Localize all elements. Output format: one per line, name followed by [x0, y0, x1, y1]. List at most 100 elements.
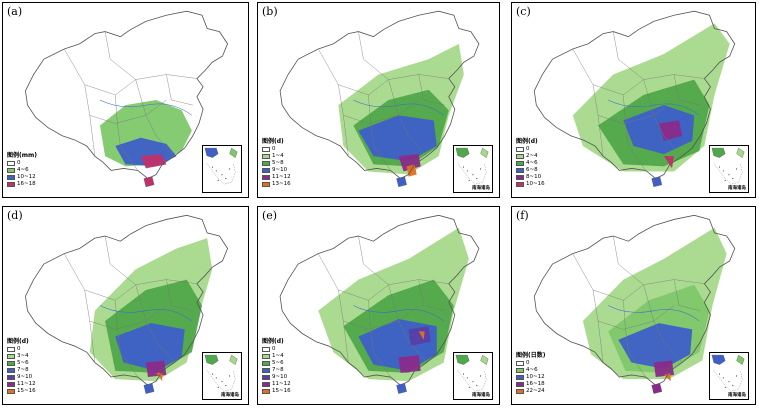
inset-caption: 南海诸岛 — [728, 393, 746, 398]
map-legend: 图例(mm) 0 4~6 10~12 16~18 — [7, 152, 37, 188]
province-border — [572, 253, 705, 301]
legend-title: 图例(日数) — [516, 352, 546, 359]
province-border — [418, 74, 445, 106]
precip-region — [623, 105, 695, 155]
legend-item: 9~10 — [7, 374, 36, 381]
province-border — [653, 115, 683, 157]
legend-swatch — [516, 168, 524, 173]
legend-label: 7~8 — [272, 367, 284, 373]
province-border — [358, 235, 389, 285]
legend-label: 5~6 — [17, 360, 29, 366]
legend-item: 15~16 — [262, 388, 291, 395]
map-legend: 图例(d) 0 1~4 5~6 7~8 9~10 11~12 15~16 — [262, 338, 291, 395]
legend-swatch — [7, 347, 15, 352]
legend-swatch — [7, 182, 15, 187]
river-line — [353, 99, 444, 116]
legend-label: 9~10 — [17, 374, 33, 380]
precip-region — [140, 154, 167, 169]
country-outline — [279, 214, 480, 386]
province-border — [104, 235, 136, 285]
precip-region — [408, 326, 431, 346]
legend-label: 7~8 — [17, 367, 29, 373]
panel-label: (d) — [7, 209, 23, 222]
province-border — [388, 284, 399, 322]
province-border — [338, 84, 419, 124]
island-hainan — [143, 383, 155, 394]
province-border — [673, 74, 701, 106]
legend-item: 1~4 — [262, 153, 291, 160]
legend-label: 1~4 — [272, 153, 284, 159]
legend-item: 5~8 — [262, 160, 291, 167]
map-legend: 图例(d) 0 2~4 4~6 6~8 8~10 10~16 — [516, 138, 545, 188]
river-line — [353, 305, 444, 322]
china-map — [533, 214, 736, 394]
precip-region — [156, 372, 163, 382]
legend-item: 8~10 — [516, 174, 545, 181]
legend-label: 0 — [17, 346, 21, 352]
island-hainan — [396, 176, 407, 188]
legend-item: 22~24 — [516, 388, 546, 395]
legend-swatch — [262, 389, 270, 394]
precip-region — [653, 360, 674, 378]
legend-label: 9~10 — [272, 167, 288, 173]
legend-item: 0 — [262, 346, 291, 353]
province-border — [64, 253, 197, 301]
province-border — [368, 300, 391, 378]
legend-swatch — [7, 161, 15, 166]
china-map — [533, 10, 736, 188]
legend-item: 0 — [262, 146, 291, 153]
inset-map — [711, 147, 745, 185]
legend-label: 16~18 — [17, 181, 36, 187]
legend-label: 6~8 — [526, 167, 538, 173]
legend-item: 1~4 — [262, 353, 291, 360]
inset-caption: 南海诸岛 — [221, 393, 239, 398]
province-border — [418, 279, 445, 311]
province-border — [358, 31, 389, 80]
province-border — [572, 48, 705, 96]
precip-region — [663, 156, 674, 169]
legend-item: 0 — [516, 146, 545, 153]
legend-item: 16~18 — [516, 381, 546, 388]
inset-map — [204, 147, 238, 185]
legend-swatch — [516, 361, 524, 366]
map-panel: (f) 图例(日数) 0 4~6 10~12 16~18 22~24 南海诸岛 — [511, 206, 756, 405]
legend-swatch — [262, 382, 270, 387]
precip-region — [618, 323, 693, 369]
inset-caption: 南海诸岛 — [472, 393, 490, 398]
legend-item: 0 — [7, 160, 37, 167]
province-border — [653, 320, 683, 363]
panel-label: (c) — [516, 5, 531, 18]
inset-map — [455, 147, 489, 185]
legend-swatch — [7, 354, 15, 359]
province-border — [597, 115, 604, 157]
china-map — [25, 10, 229, 188]
inset-caption: 南海诸岛 — [472, 186, 490, 191]
legend-swatch — [262, 361, 270, 366]
legend-item: 2~4 — [516, 153, 545, 160]
precip-region — [398, 355, 421, 373]
legend-item: 7~8 — [7, 367, 36, 374]
legend-swatch — [7, 368, 15, 373]
province-border — [643, 79, 654, 116]
legend-label: 0 — [526, 146, 530, 152]
legend-item: 0 — [516, 360, 546, 367]
legend-title: 图例(d) — [262, 138, 284, 145]
precip-region — [358, 115, 437, 162]
legend-swatch — [262, 347, 270, 352]
province-border — [318, 253, 449, 301]
legend-label: 15~16 — [272, 388, 291, 394]
china-map — [279, 10, 480, 188]
legend-swatch — [516, 368, 524, 373]
province-border — [115, 300, 138, 378]
legend-label: 2~4 — [526, 153, 538, 159]
legend-item: 11~12 — [7, 381, 36, 388]
legend-label: 3~4 — [17, 353, 29, 359]
legend-item: 9~10 — [262, 167, 291, 174]
legend-label: 10~12 — [17, 174, 36, 180]
river-line — [99, 305, 193, 322]
province-border — [643, 284, 654, 322]
province-border — [592, 84, 675, 124]
legend-label: 4~6 — [526, 367, 538, 373]
china-map — [279, 214, 480, 394]
province-border — [318, 48, 449, 96]
